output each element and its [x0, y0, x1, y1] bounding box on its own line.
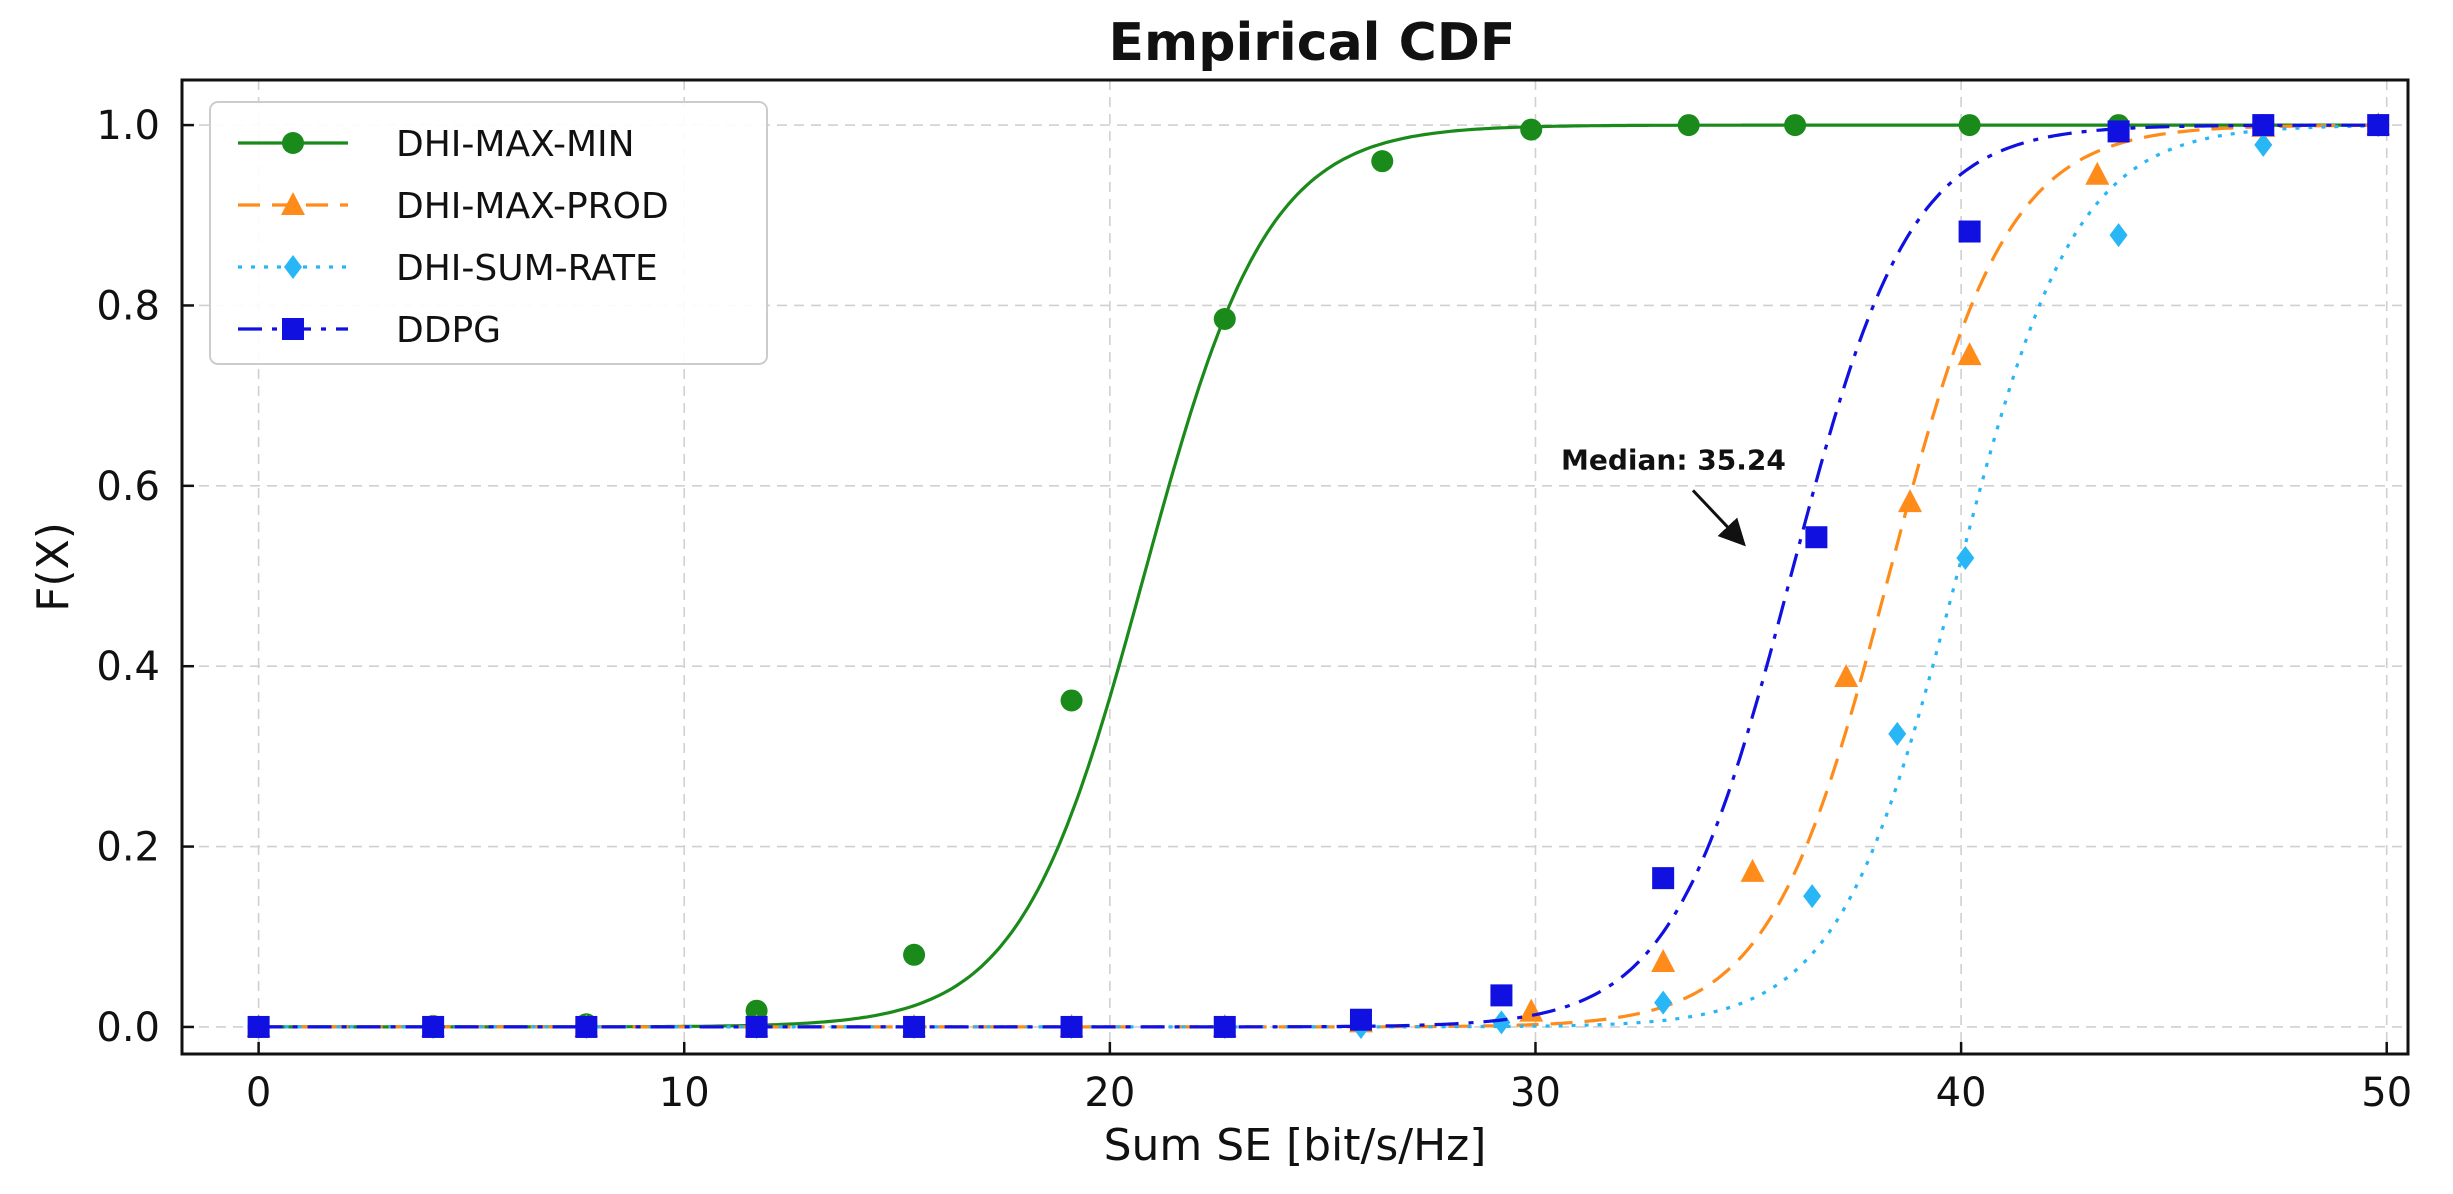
legend-entry: DDPG	[238, 310, 501, 351]
data-point	[1651, 949, 1676, 973]
y-tick-label: 0.8	[96, 283, 160, 329]
data-point	[247, 1015, 270, 1038]
y-tick-label: 0.6	[96, 464, 160, 510]
data-point	[745, 1015, 768, 1038]
data-point	[903, 1015, 926, 1038]
chart-title: Empirical CDF	[1109, 13, 1516, 73]
data-point	[1834, 664, 1859, 688]
data-point	[1654, 990, 1673, 1015]
data-point	[1784, 114, 1807, 137]
data-point	[2109, 223, 2128, 248]
data-point	[2254, 132, 2273, 157]
data-point	[1490, 984, 1513, 1007]
data-point	[1060, 1015, 1083, 1038]
legend-label: DHI-MAX-PROD	[396, 186, 669, 227]
data-point	[1958, 114, 1981, 137]
legend-entry: DHI-SUM-RATE	[238, 248, 658, 289]
series-ddpg	[247, 114, 2390, 1038]
x-axis-label: Sum SE [bit/s/Hz]	[1104, 1120, 1487, 1171]
series-lines	[246, 112, 2391, 1039]
data-point	[903, 943, 926, 966]
y-tick-label: 0.2	[96, 825, 160, 871]
data-point	[422, 1015, 445, 1038]
data-point	[2367, 114, 2390, 137]
data-point	[2085, 161, 2110, 185]
y-axis-label: F(X)	[28, 522, 79, 612]
data-point	[1060, 689, 1083, 712]
legend-box	[209, 101, 768, 365]
annotation-arrow	[1691, 489, 1746, 547]
legend-marker	[284, 255, 302, 279]
x-tick-label: 30	[1510, 1070, 1561, 1116]
x-tick-label: 10	[659, 1070, 710, 1116]
legend-marker	[281, 192, 305, 215]
legend-marker	[282, 318, 304, 340]
legend-label: DHI-SUM-RATE	[396, 248, 658, 289]
data-point	[2107, 120, 2130, 143]
data-point	[1520, 118, 1543, 141]
data-point	[1803, 884, 1822, 909]
data-point	[1677, 114, 1700, 137]
median-annotation: Median: 35.24	[1561, 444, 1786, 477]
legend-entry: DHI-MAX-MIN	[238, 124, 635, 165]
legend-label: DHI-MAX-MIN	[396, 124, 635, 165]
data-point	[1213, 307, 1236, 330]
x-tick-label: 50	[2361, 1070, 2412, 1116]
data-point	[575, 1015, 598, 1038]
data-point	[1888, 721, 1907, 746]
data-point	[1492, 1010, 1511, 1035]
annotations: Median: 35.24	[1561, 444, 1786, 547]
data-point	[1519, 998, 1544, 1022]
y-tick-label: 1.0	[96, 103, 160, 149]
data-point	[1652, 867, 1675, 890]
data-point	[1958, 220, 1981, 243]
y-tick-label: 0.0	[96, 1005, 160, 1051]
data-point	[1898, 489, 1923, 513]
data-point	[1740, 858, 1765, 882]
data-point	[1349, 1008, 1372, 1031]
y-tick-label: 0.4	[96, 644, 160, 690]
series-line	[258, 123, 2374, 1029]
legend-marker	[282, 132, 304, 154]
data-point	[1371, 150, 1394, 173]
x-axis-ticks: 0 10 20 30 40 50	[246, 1042, 2412, 1116]
y-axis-ticks: 0.0 0.2 0.4 0.6 0.8 1.0	[96, 103, 194, 1051]
legend: DHI-MAX-MIN DHI-MAX-PROD DHI-SUM-RATE DDPG	[209, 101, 768, 365]
data-point	[1805, 526, 1828, 549]
legend-entry: DHI-MAX-PROD	[238, 186, 669, 227]
legend-label: DDPG	[396, 310, 501, 351]
x-tick-label: 20	[1084, 1070, 1135, 1116]
x-tick-label: 0	[246, 1070, 271, 1116]
data-point	[2252, 114, 2275, 137]
data-point	[1957, 342, 1982, 366]
plot-frame	[180, 78, 2410, 1056]
data-point	[1956, 545, 1975, 570]
data-point	[1213, 1015, 1236, 1038]
x-tick-label: 40	[1936, 1070, 1987, 1116]
